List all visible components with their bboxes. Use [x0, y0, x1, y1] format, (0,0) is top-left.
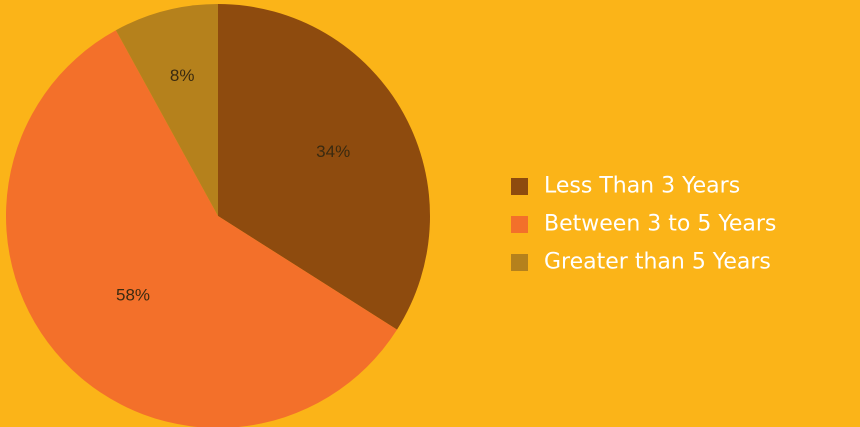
legend-label: Less Than 3 Years — [544, 174, 740, 199]
legend-swatch — [511, 254, 528, 271]
pie-data-label: 34% — [316, 142, 350, 161]
pie-slices — [6, 4, 430, 427]
pie-slice — [115, 4, 218, 216]
pie-data-label: 8% — [170, 66, 195, 85]
legend-label: Between 3 to 5 Years — [544, 212, 776, 237]
legend-label: Greater than 5 Years — [544, 250, 771, 275]
legend-swatch — [511, 216, 528, 233]
legend-swatch — [511, 178, 528, 195]
pie-data-label: 58% — [116, 285, 150, 304]
legend: Less Than 3 Years Between 3 to 5 Years Gre… — [511, 174, 776, 275]
pie-data-labels: 34% 58% 8% — [116, 66, 350, 304]
pie-slice — [218, 4, 430, 330]
pie-slice — [6, 30, 397, 427]
